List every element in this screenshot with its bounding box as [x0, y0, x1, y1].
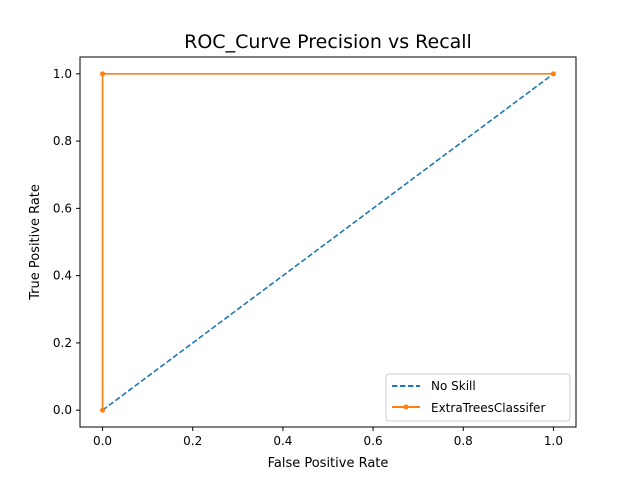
legend-marker-classifier — [403, 404, 409, 410]
x-axis-ticks: 0.0 0.2 0.4 0.6 0.8 1.0 — [93, 427, 563, 448]
y-tick-label: 1.0 — [53, 67, 72, 81]
chart-title: ROC_Curve Precision vs Recall — [184, 31, 472, 53]
legend-label-classifier: ExtraTreesClassifer — [431, 401, 545, 415]
y-tick-label: 0.4 — [53, 269, 72, 283]
series-line-no-skill — [102, 73, 554, 411]
x-tick-label: 1.0 — [544, 434, 563, 448]
y-tick-label: 0.2 — [53, 336, 72, 350]
legend-box — [385, 373, 571, 422]
data-point — [550, 71, 556, 77]
legend-label-no-skill: No Skill — [431, 379, 476, 393]
y-axis-label: True Positive Rate — [28, 184, 43, 301]
data-point — [100, 71, 106, 77]
y-axis-ticks: 0.0 0.2 0.4 0.6 0.8 1.0 — [53, 67, 80, 417]
x-tick-label: 0.4 — [273, 434, 292, 448]
x-tick-label: 0.2 — [183, 434, 202, 448]
y-tick-label: 0.6 — [53, 201, 72, 215]
axes-frame — [79, 56, 577, 428]
legend: No Skill ExtraTreesClassifer — [385, 373, 571, 422]
x-tick-label: 0.8 — [454, 434, 473, 448]
x-tick-label: 0.6 — [364, 434, 383, 448]
y-tick-label: 0.8 — [53, 134, 72, 148]
data-point — [100, 407, 106, 413]
x-tick-label: 0.0 — [93, 434, 112, 448]
x-axis-label: False Positive Rate — [268, 456, 389, 471]
y-tick-label: 0.0 — [53, 403, 72, 417]
plot-area: 0.0 0.2 0.4 0.6 0.8 1.0 0.0 0.2 0.4 0.6 0.8 1.0 — [53, 56, 577, 448]
series-layer — [100, 71, 556, 413]
